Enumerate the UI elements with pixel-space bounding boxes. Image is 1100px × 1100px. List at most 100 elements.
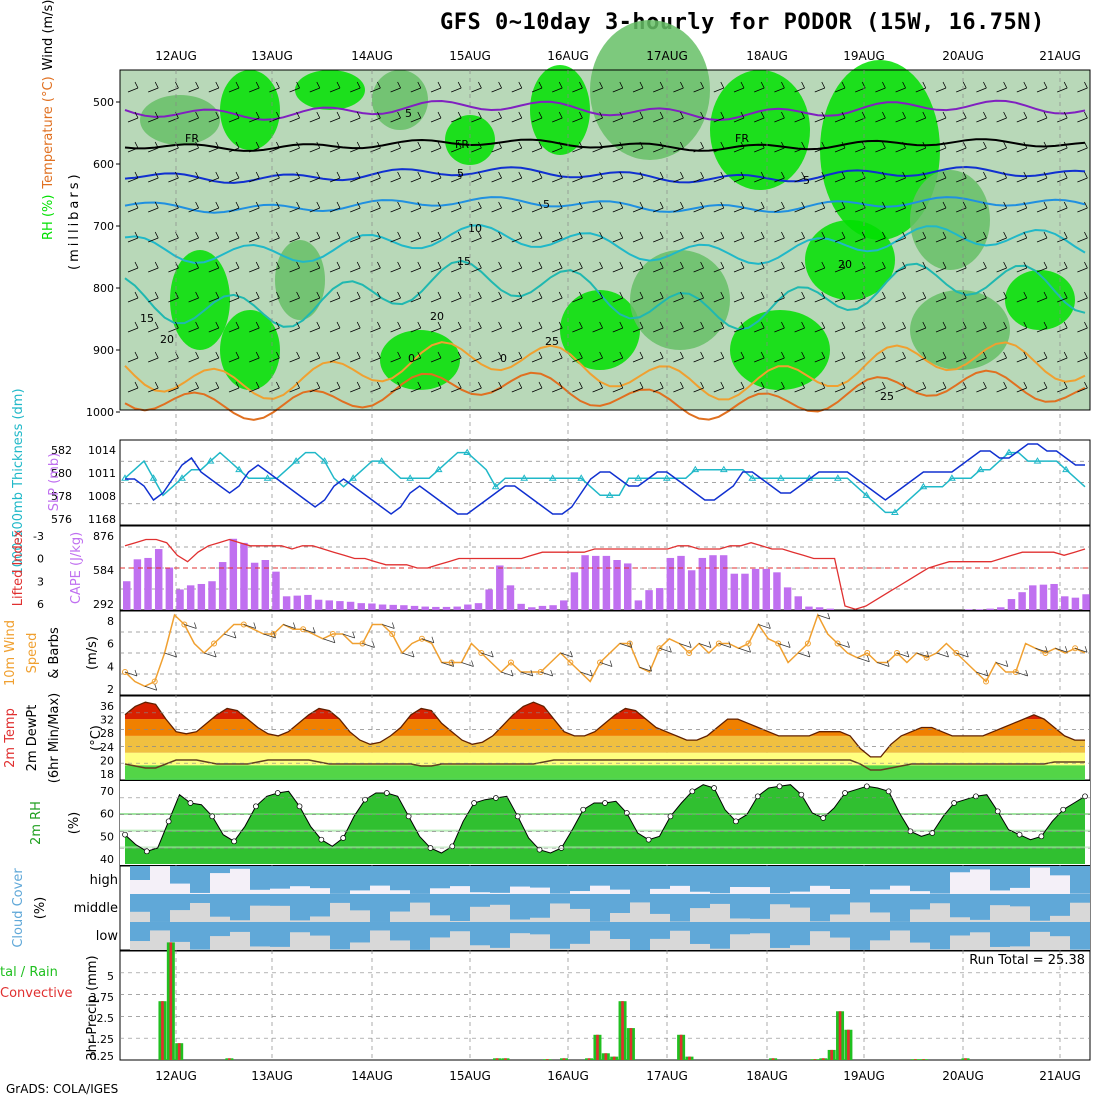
wind-barb <box>895 291 906 303</box>
precip-convective-bar <box>161 1001 164 1060</box>
temperature-contour <box>124 99 1086 122</box>
wind-barb <box>572 201 583 213</box>
wind-barb <box>309 111 321 123</box>
cloud-cell <box>510 919 530 922</box>
wind-barb <box>269 111 280 123</box>
wind-barb <box>451 111 462 123</box>
cloud-cell <box>430 915 450 922</box>
rh-point <box>187 800 194 806</box>
wind-barb <box>915 351 927 363</box>
wind-barb <box>127 81 139 93</box>
wind-barb <box>976 351 987 363</box>
pressure-level-label: 900 <box>93 344 114 357</box>
wind-barb <box>754 351 765 363</box>
wind-barb <box>976 381 987 393</box>
wind-speed-point <box>656 645 663 652</box>
wind-barb <box>814 231 826 243</box>
wind-barb <box>188 351 199 363</box>
contour-label: 0 <box>500 352 507 365</box>
wind-barb <box>976 201 987 213</box>
wind-barb <box>632 171 644 183</box>
tick-label: 580 <box>51 467 72 480</box>
rh-area <box>805 220 895 300</box>
cloud-cell <box>810 885 830 894</box>
rh-point <box>842 790 848 796</box>
cloud-cell <box>530 887 550 894</box>
wind-barb <box>632 321 644 333</box>
surface-wind-barb <box>599 660 613 667</box>
wind-barb <box>148 81 159 93</box>
wind-barb <box>329 111 341 123</box>
cape-bar <box>240 542 248 610</box>
cape-bar <box>325 600 333 610</box>
surface-wind-barb <box>778 641 791 648</box>
wind-barb <box>552 141 563 153</box>
thickness-point <box>406 474 415 481</box>
wind-barb <box>390 291 401 303</box>
wind-barb <box>471 351 482 363</box>
wind-speed-point <box>775 640 782 647</box>
wind-barb <box>127 111 139 123</box>
wind-barb <box>1036 381 1048 393</box>
cloud-cell <box>970 932 990 950</box>
wind-barb <box>249 381 260 393</box>
cloud-cell <box>130 911 150 922</box>
date-label-bottom: 16AUG <box>547 1069 589 1083</box>
contour-label: 5 <box>803 174 810 187</box>
cape-bar <box>549 605 557 610</box>
tick-label: 0 <box>37 553 44 566</box>
cape-bar <box>208 581 216 610</box>
wind-barb <box>996 291 1007 303</box>
cloud-cell <box>450 931 470 950</box>
wind-barb <box>1077 381 1088 393</box>
precip-convective-bar <box>922 1059 926 1060</box>
cape-bar <box>144 557 152 610</box>
cloud-cell <box>430 888 450 894</box>
cloud-cell <box>330 949 350 950</box>
surface-wind-barb <box>263 631 276 639</box>
wind-barb <box>956 171 967 183</box>
wind-barb <box>329 141 341 153</box>
upper-panel-labels: RH (%) Temperature (°C) Wind (m/s) <box>41 0 56 240</box>
precip-convective-bar <box>587 1058 591 1060</box>
thickness-point <box>748 474 757 481</box>
wind-barb <box>127 141 139 153</box>
wind-barb <box>370 201 381 213</box>
wind-barb <box>895 261 906 273</box>
cape-bar <box>975 609 984 610</box>
wind-barb <box>774 141 785 153</box>
cloud-cell <box>710 903 730 922</box>
rh-point <box>405 813 412 820</box>
wind-barb <box>1016 231 1028 243</box>
wind-barb <box>572 81 583 93</box>
wind-barb <box>148 291 159 303</box>
wind-barb <box>1016 381 1028 393</box>
wind-barb <box>935 111 947 123</box>
cape-bar <box>250 562 259 610</box>
wind-barb <box>814 81 826 93</box>
contour-label: 0 <box>408 352 415 365</box>
surface-wind-barb <box>995 660 1009 667</box>
cloud-cell <box>550 948 570 950</box>
cloud-cell <box>310 935 330 950</box>
cloud-cell <box>390 940 410 950</box>
wind-barb <box>249 201 260 213</box>
wind-barb <box>693 351 704 363</box>
wind-barb <box>289 141 300 153</box>
cloud-cell <box>770 947 790 950</box>
wind-barb <box>289 321 300 333</box>
cloud-cell <box>430 937 450 950</box>
contour-label: FR <box>185 132 199 145</box>
wind-barb <box>592 261 603 273</box>
thickness-point <box>320 457 329 464</box>
contour-label: 10 <box>468 222 482 235</box>
precip-convective-bar <box>228 1058 231 1060</box>
wind-barb <box>552 261 563 273</box>
wind-barb <box>491 321 502 333</box>
wind-barb <box>1036 351 1048 363</box>
wind-barb <box>996 261 1007 273</box>
rh-point <box>209 813 216 820</box>
wind-barb <box>733 381 745 393</box>
wind-barb <box>592 291 603 303</box>
wind-barb <box>612 291 624 303</box>
